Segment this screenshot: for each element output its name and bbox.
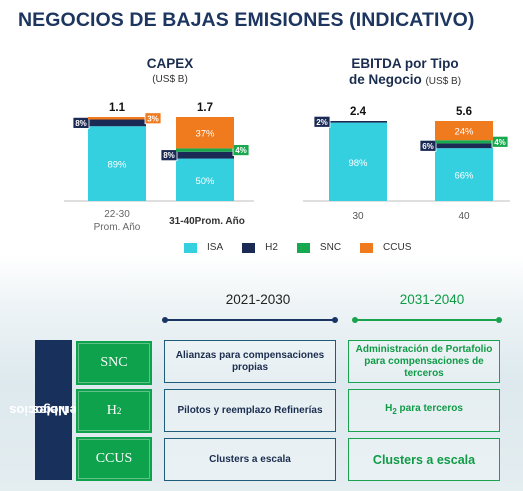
page-title: NEGOCIOS DE BAJAS EMISIONES (INDICATIVO) <box>18 9 475 31</box>
data-label-isa: 89% <box>107 160 127 171</box>
bar-segment-ccus <box>176 117 234 149</box>
data-label-ccus: 24% <box>454 127 474 138</box>
period-line-1-end-dot <box>332 317 338 323</box>
total-label: 1.7 <box>197 102 213 114</box>
category-label: 31-40Prom. Año <box>169 216 245 227</box>
period-line-2-start-dot <box>352 317 358 323</box>
bar-segment-ccus <box>435 121 493 141</box>
total-label: 2.4 <box>350 106 367 118</box>
period-2031-2040: 2031-2040 <box>399 292 465 307</box>
bar-segment-h2 <box>435 143 493 149</box>
callout-box-snc <box>232 144 250 156</box>
legend-swatch-ccus <box>360 242 374 253</box>
capex-title: CAPEX <box>146 56 194 71</box>
ebitda-title-line1: EBITDA por Tipo <box>351 56 459 71</box>
cell-snc-2031-2040: Administración de Portafolio para compen… <box>348 340 500 383</box>
category-label: 40 <box>458 211 470 222</box>
bar-segment-snc <box>176 148 234 152</box>
callout-label-snc: 4% <box>494 138 506 147</box>
data-label-isa: 66% <box>454 171 474 182</box>
callout-box-h2 <box>419 139 437 152</box>
bar-segment-isa <box>329 122 387 201</box>
callout-label-h2: 2% <box>316 118 328 127</box>
period-2021-2030: 2021-2030 <box>225 292 291 307</box>
bar-segment-isa <box>435 148 493 201</box>
cell-ccus-2031-2040: Clusters a escala <box>348 438 500 481</box>
callout-box-h2 <box>313 115 331 128</box>
row-label-ccus: CCUS <box>76 437 152 481</box>
ebitda-chart-title: EBITDA por Tipo de Negocio (US$ B) <box>330 56 480 90</box>
period-line-1-start-dot <box>162 317 168 323</box>
bar-segment-ccus <box>88 117 146 120</box>
legend-swatch-isa <box>184 242 197 253</box>
cell-h2-2021-2030: Pilotos y reemplazo Refinerías <box>164 389 336 432</box>
callout-box-snc <box>491 135 509 148</box>
period-line-2-end-dot <box>496 317 502 323</box>
data-label-isa: 50% <box>195 176 215 187</box>
legend-item-isa: ISA <box>184 242 223 253</box>
total-label: 1.1 <box>109 102 126 114</box>
data-label-ccus: 37% <box>195 129 215 140</box>
legend-swatch-h2 <box>242 242 256 253</box>
capex-chart-title: CAPEX (US$ B) <box>110 56 230 88</box>
callout-label-h2: 8% <box>163 151 175 160</box>
chart-legend: ISA H2 SNC CCUS <box>184 242 430 253</box>
bar-segment-h2 <box>329 121 387 123</box>
data-label-isa: 98% <box>348 158 368 169</box>
category-label: 22-30 <box>104 209 130 220</box>
bar-segment-isa <box>88 126 146 201</box>
bar-segment-h2 <box>88 119 146 127</box>
row-label-snc: SNC <box>76 341 152 385</box>
callout-box-h2 <box>72 116 90 129</box>
negocios-sostenibles-label: Negocios Sostenibles <box>9 340 105 480</box>
category-label: Prom. Año <box>94 222 141 233</box>
callout-label-h2: 8% <box>75 119 87 128</box>
legend-item-snc: SNC <box>296 242 341 253</box>
callout-label-ccus: 3% <box>147 114 159 123</box>
total-label: 5.6 <box>456 106 472 118</box>
bar-segment-snc <box>435 140 493 144</box>
period-line-2 <box>352 317 502 323</box>
cell-ccus-2021-2030: Clusters a escala <box>164 438 336 481</box>
callout-label-snc: 4% <box>235 146 247 155</box>
bar-segment-h2 <box>176 151 234 159</box>
callout-label-h2: 6% <box>422 142 434 151</box>
stacked-bar-charts: 89% 8% 3% 1.1 22-30 Prom. Año 50% 8% 4% 37% 1.7 31-… <box>64 102 510 233</box>
legend-item-h2: H2 <box>242 242 278 253</box>
ebitda-title-line2: de Negocio (US$ B) <box>348 72 462 87</box>
legend-swatch-snc <box>296 242 310 253</box>
callout-box-ccus <box>144 112 162 125</box>
callout-box-h2 <box>160 149 178 162</box>
category-label: 30 <box>352 211 364 222</box>
capex-subtitle: (US$ B) <box>152 74 188 85</box>
period-line-1 <box>162 317 338 323</box>
cell-h2-2031-2040: H2 para terceros <box>348 389 500 432</box>
bar-segment-isa <box>176 158 234 201</box>
legend-item-ccus: CCUS <box>360 242 411 253</box>
cell-snc-2021-2030: Alianzas para compensaciones propias <box>164 340 336 383</box>
